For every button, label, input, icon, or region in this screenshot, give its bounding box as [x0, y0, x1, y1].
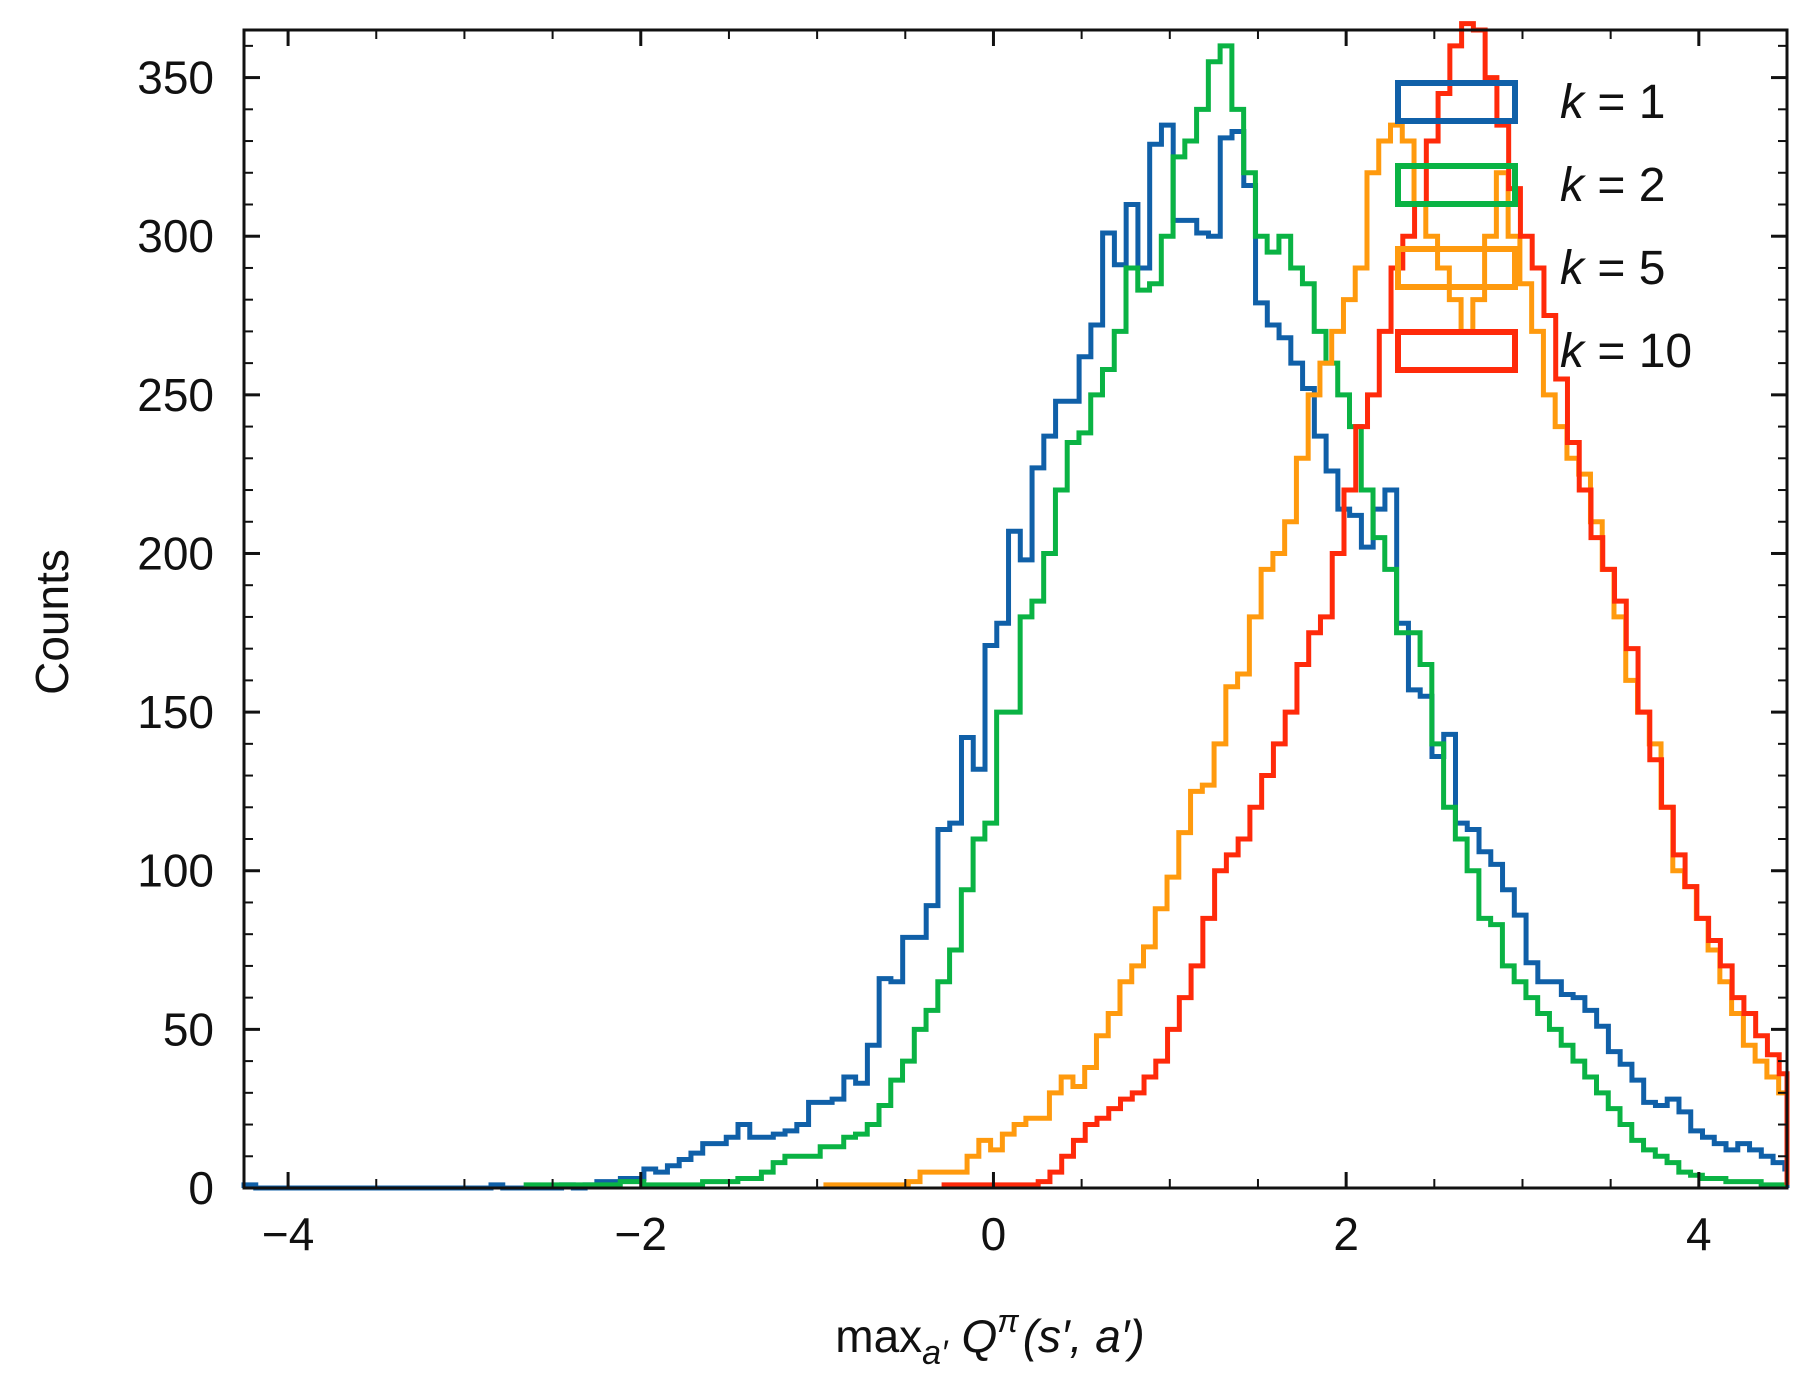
x-label-sup: π [997, 1303, 1019, 1339]
x-tick-label: −2 [615, 1208, 667, 1260]
x-tick-labels: −4 −2 0 2 4 [262, 1208, 1712, 1260]
y-tick-label: 0 [188, 1162, 214, 1214]
x-axis-label: maxa′ Qπ(s′, a′) [835, 1303, 1144, 1372]
legend-label-k5: k = 5 [1560, 242, 1665, 295]
legend-swatch-k10 [1395, 329, 1518, 373]
x-label-sub: a′ [922, 1334, 949, 1372]
x-tick-label: 2 [1333, 1208, 1359, 1260]
legend-swatch-k5 [1395, 246, 1518, 290]
legend-swatch-k1 [1395, 80, 1518, 124]
x-tick-label: 4 [1686, 1208, 1712, 1260]
y-tick-label: 50 [163, 1003, 214, 1055]
x-label-args: (s′, a′) [1023, 1310, 1145, 1362]
y-tick-labels: 0 50 100 150 200 250 300 350 [137, 52, 214, 1214]
y-axis-label: Counts [26, 549, 78, 695]
series-line-k2 [523, 43, 1787, 1188]
x-tick-label: 0 [981, 1208, 1007, 1260]
x-label-q: Q [961, 1310, 997, 1362]
legend: k = 1 k = 2 k = 5 k = 10 [1395, 76, 1692, 378]
y-tick-label: 300 [137, 210, 214, 262]
legend-label-k1: k = 1 [1560, 76, 1665, 129]
plot-frame [242, 28, 1789, 1190]
legend-swatch-k2 [1395, 163, 1518, 207]
y-tick-label: 350 [137, 52, 214, 104]
x-label-max: max [835, 1310, 922, 1362]
series-line-k1 [241, 122, 1790, 1191]
x-tick-label: −4 [262, 1208, 314, 1260]
legend-label-k10: k = 10 [1560, 325, 1692, 378]
y-tick-label: 100 [137, 845, 214, 897]
legend-label-k2: k = 2 [1560, 159, 1665, 212]
ticks-layer [244, 30, 1788, 1190]
series-layer [241, 21, 1790, 1191]
y-tick-label: 250 [137, 369, 214, 421]
y-tick-label: 150 [137, 686, 214, 738]
y-tick-label: 200 [137, 527, 214, 579]
